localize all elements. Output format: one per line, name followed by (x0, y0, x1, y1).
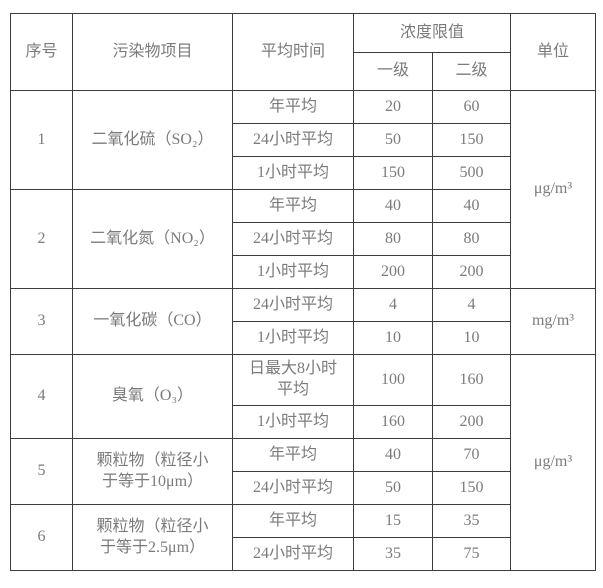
serial-cell: 6 (10, 504, 73, 571)
level2-cell: 75 (431, 537, 512, 571)
table-row: 5 颗粒物（粒径小 于等于10μm） 年平均 40 70 (10, 438, 596, 505)
pollutant-cell: 颗粒物（粒径小 于等于10μm） (72, 438, 233, 505)
time-cell: 24小时平均 (232, 288, 354, 322)
time-cell: 1小时平均 (232, 405, 354, 439)
table-row: 2 二氧化氮（NO₂） 年平均 40 40 (10, 189, 596, 289)
pollutant-cell: 一氧化碳（CO） (72, 288, 233, 355)
header-limit: 浓度限值 (352, 13, 512, 53)
level1-cell: 15 (353, 504, 433, 538)
table-row: 1小时平均 10 10 (11, 321, 596, 355)
time-cell: 24小时平均 (232, 123, 354, 157)
time-cell: 1小时平均 (232, 255, 354, 289)
table-row: 24小时平均 50 150 (11, 123, 596, 157)
time-cell: 1小时平均 (232, 321, 354, 355)
level1-cell: 4 (353, 288, 433, 322)
level1-cell: 80 (353, 222, 433, 256)
time-cell: 年平均 (232, 504, 354, 538)
unit-cell: μg/m³ (510, 90, 597, 289)
table-row: 3 一氧化碳（CO） 24小时平均 4 4 mg/m³ (10, 288, 597, 355)
level1-cell: 35 (353, 537, 433, 571)
time-cell: 年平均 (232, 438, 354, 472)
level2-cell: 500 (431, 156, 512, 190)
level2-cell: 60 (431, 90, 512, 124)
time-cell: 年平均 (232, 189, 354, 223)
page: 序号 污染物项目 平均时间 浓度限值 单位 一级 二级 1 二氧化硫（SO₂） … (10, 13, 597, 571)
pollutant-cell: 二氧化硫（SO₂） (72, 90, 233, 190)
level2-cell: 150 (431, 123, 512, 157)
header-row-top: 序号 污染物项目 平均时间 浓度限值 单位 (10, 13, 597, 91)
serial-cell: 5 (10, 438, 73, 505)
header-unit: 单位 (510, 13, 597, 91)
level1-cell: 150 (353, 156, 433, 190)
level1-cell: 160 (353, 405, 433, 439)
table-row: 1小时平均 160 200 (11, 405, 596, 439)
table-row: 1 二氧化硫（SO₂） 年平均 20 60 μg/m³ (10, 90, 597, 289)
unit-cell: mg/m³ (510, 288, 597, 355)
level1-cell: 20 (353, 90, 433, 124)
level2-cell: 4 (431, 288, 512, 322)
level2-cell: 35 (431, 504, 512, 538)
time-cell: 24小时平均 (232, 471, 354, 505)
pollutant-cell: 颗粒物（粒径小 于等于2.5μm） (72, 504, 233, 571)
time-cell: 日最大8小时 平均 (232, 354, 354, 406)
pollutant-cell: 二氧化氮（NO₂） (72, 189, 233, 289)
level1-cell: 10 (353, 321, 433, 355)
time-cell: 24小时平均 (232, 537, 354, 571)
level2-cell: 40 (431, 189, 512, 223)
level1-cell: 50 (353, 123, 433, 157)
level2-cell: 80 (431, 222, 512, 256)
header-avg-time: 平均时间 (232, 13, 354, 91)
serial-cell: 2 (10, 189, 73, 289)
time-cell: 年平均 (232, 90, 354, 124)
level2-cell: 10 (431, 321, 512, 355)
level1-cell: 200 (353, 255, 433, 289)
table-row: 24小时平均 80 80 (11, 222, 596, 256)
serial-cell: 3 (10, 288, 73, 355)
header-row-sub: 一级 二级 (11, 52, 596, 91)
pollutant-limits-table: 序号 污染物项目 平均时间 浓度限值 单位 一级 二级 1 二氧化硫（SO₂） … (10, 13, 597, 571)
unit-cell: μg/m³ (510, 354, 597, 571)
pollutant-cell: 臭氧（O₃） (72, 354, 233, 439)
level1-cell: 50 (353, 471, 433, 505)
level1-cell: 100 (353, 354, 433, 406)
table-row: 4 臭氧（O₃） 日最大8小时 平均 100 160 μg/m³ (10, 354, 597, 571)
header-level1: 一级 (353, 52, 433, 91)
level2-cell: 70 (431, 438, 512, 472)
header-level2: 二级 (431, 52, 512, 91)
header-serial: 序号 (10, 13, 73, 91)
level2-cell: 150 (431, 471, 512, 505)
table-row: 24小时平均 35 75 (11, 537, 596, 571)
time-cell: 24小时平均 (232, 222, 354, 256)
table-row: 1小时平均 150 500 (11, 156, 596, 190)
level2-cell: 160 (431, 354, 512, 406)
table-row: 1小时平均 200 200 (11, 255, 596, 289)
level1-cell: 40 (353, 189, 433, 223)
level2-cell: 200 (431, 255, 512, 289)
level2-cell: 200 (431, 405, 512, 439)
table-row: 24小时平均 50 150 (11, 471, 596, 505)
table-row: 6 颗粒物（粒径小 于等于2.5μm） 年平均 15 35 (10, 504, 596, 571)
level1-cell: 40 (353, 438, 433, 472)
time-cell: 1小时平均 (232, 156, 354, 190)
header-pollutant: 污染物项目 (72, 13, 233, 91)
serial-cell: 4 (10, 354, 73, 439)
serial-cell: 1 (10, 90, 73, 190)
